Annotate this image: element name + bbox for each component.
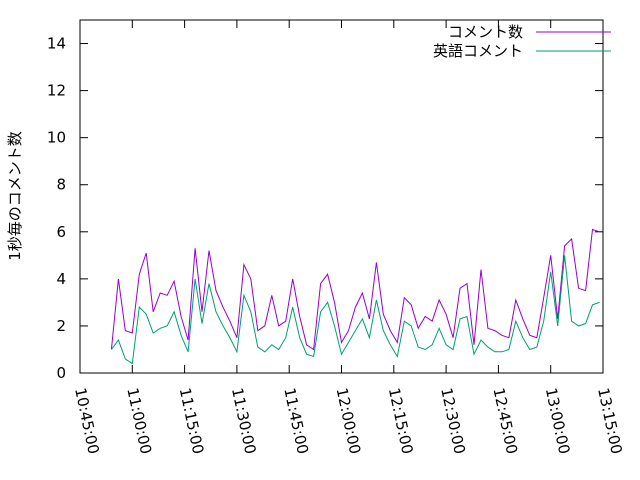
plot-border <box>79 19 604 374</box>
x-tick-label: 12:45:00 <box>489 386 521 456</box>
x-tick-label: 13:15:00 <box>594 386 626 456</box>
series-line <box>110 228 600 351</box>
x-tick-label: 12:30:00 <box>437 386 469 456</box>
y-tick-label: 2 <box>56 317 66 335</box>
x-tick-label: 12:15:00 <box>385 386 417 456</box>
series-line <box>110 255 600 365</box>
x-tick-label: 13:00:00 <box>542 386 574 456</box>
y-tick-label: 8 <box>56 176 66 194</box>
x-tick-label: 11:00:00 <box>123 386 155 456</box>
x-tick-label: 11:15:00 <box>176 386 208 456</box>
legend-label: コメント数 <box>448 23 523 41</box>
legend-label: 英語コメント <box>433 42 523 60</box>
y-tick-label: 12 <box>47 82 66 100</box>
y-tick-label: 6 <box>56 223 66 241</box>
x-tick-label: 11:45:00 <box>280 386 312 456</box>
x-tick-label: 10:45:00 <box>71 386 103 456</box>
y-tick-label: 0 <box>56 364 66 382</box>
x-tick-label: 11:30:00 <box>228 386 260 456</box>
y-tick-label: 14 <box>47 35 66 53</box>
y-tick-label: 4 <box>56 270 66 288</box>
y-axis-label: 1秒毎のコメント数 <box>6 131 24 261</box>
y-tick-label: 10 <box>47 129 66 147</box>
x-tick-label: 12:00:00 <box>333 386 365 456</box>
